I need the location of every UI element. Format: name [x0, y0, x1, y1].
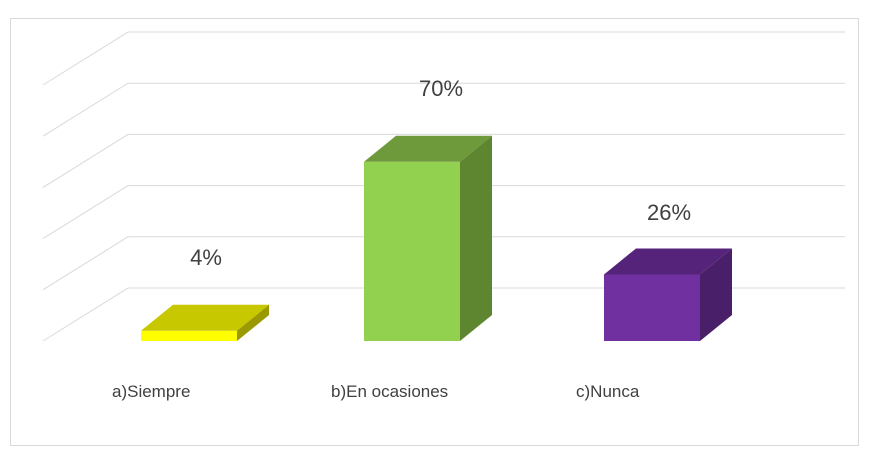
- gridline: [42, 133, 845, 188]
- bar-side: [237, 304, 269, 341]
- gridline: [42, 82, 845, 137]
- bar-side: [460, 135, 492, 341]
- bar-top: [364, 135, 492, 162]
- category-label-nunca: c)Nunca: [576, 382, 640, 401]
- bar-front: [604, 274, 700, 341]
- gridline: [42, 236, 845, 291]
- bar-siempre: [141, 304, 269, 341]
- bar-en-ocasiones: [364, 135, 492, 341]
- gridline: [42, 185, 845, 240]
- data-label-siempre: 4%: [190, 245, 222, 270]
- data-label-nunca: 26%: [647, 200, 691, 225]
- bars: [141, 135, 732, 341]
- bar-side: [700, 248, 732, 341]
- data-label-en-ocasiones: 70%: [419, 76, 463, 101]
- bar-nunca: [604, 248, 732, 341]
- bar-front: [141, 330, 237, 341]
- category-labels: a)Siempre b)En ocasiones c)Nunca: [112, 382, 640, 401]
- bar-top: [604, 248, 732, 275]
- category-label-en-ocasiones: b)En ocasiones: [331, 382, 448, 401]
- bar-front: [364, 161, 460, 341]
- data-labels: 4% 70% 26%: [190, 76, 691, 270]
- category-label-siempre: a)Siempre: [112, 382, 190, 401]
- gridline: [42, 31, 845, 86]
- bar-top: [141, 304, 269, 331]
